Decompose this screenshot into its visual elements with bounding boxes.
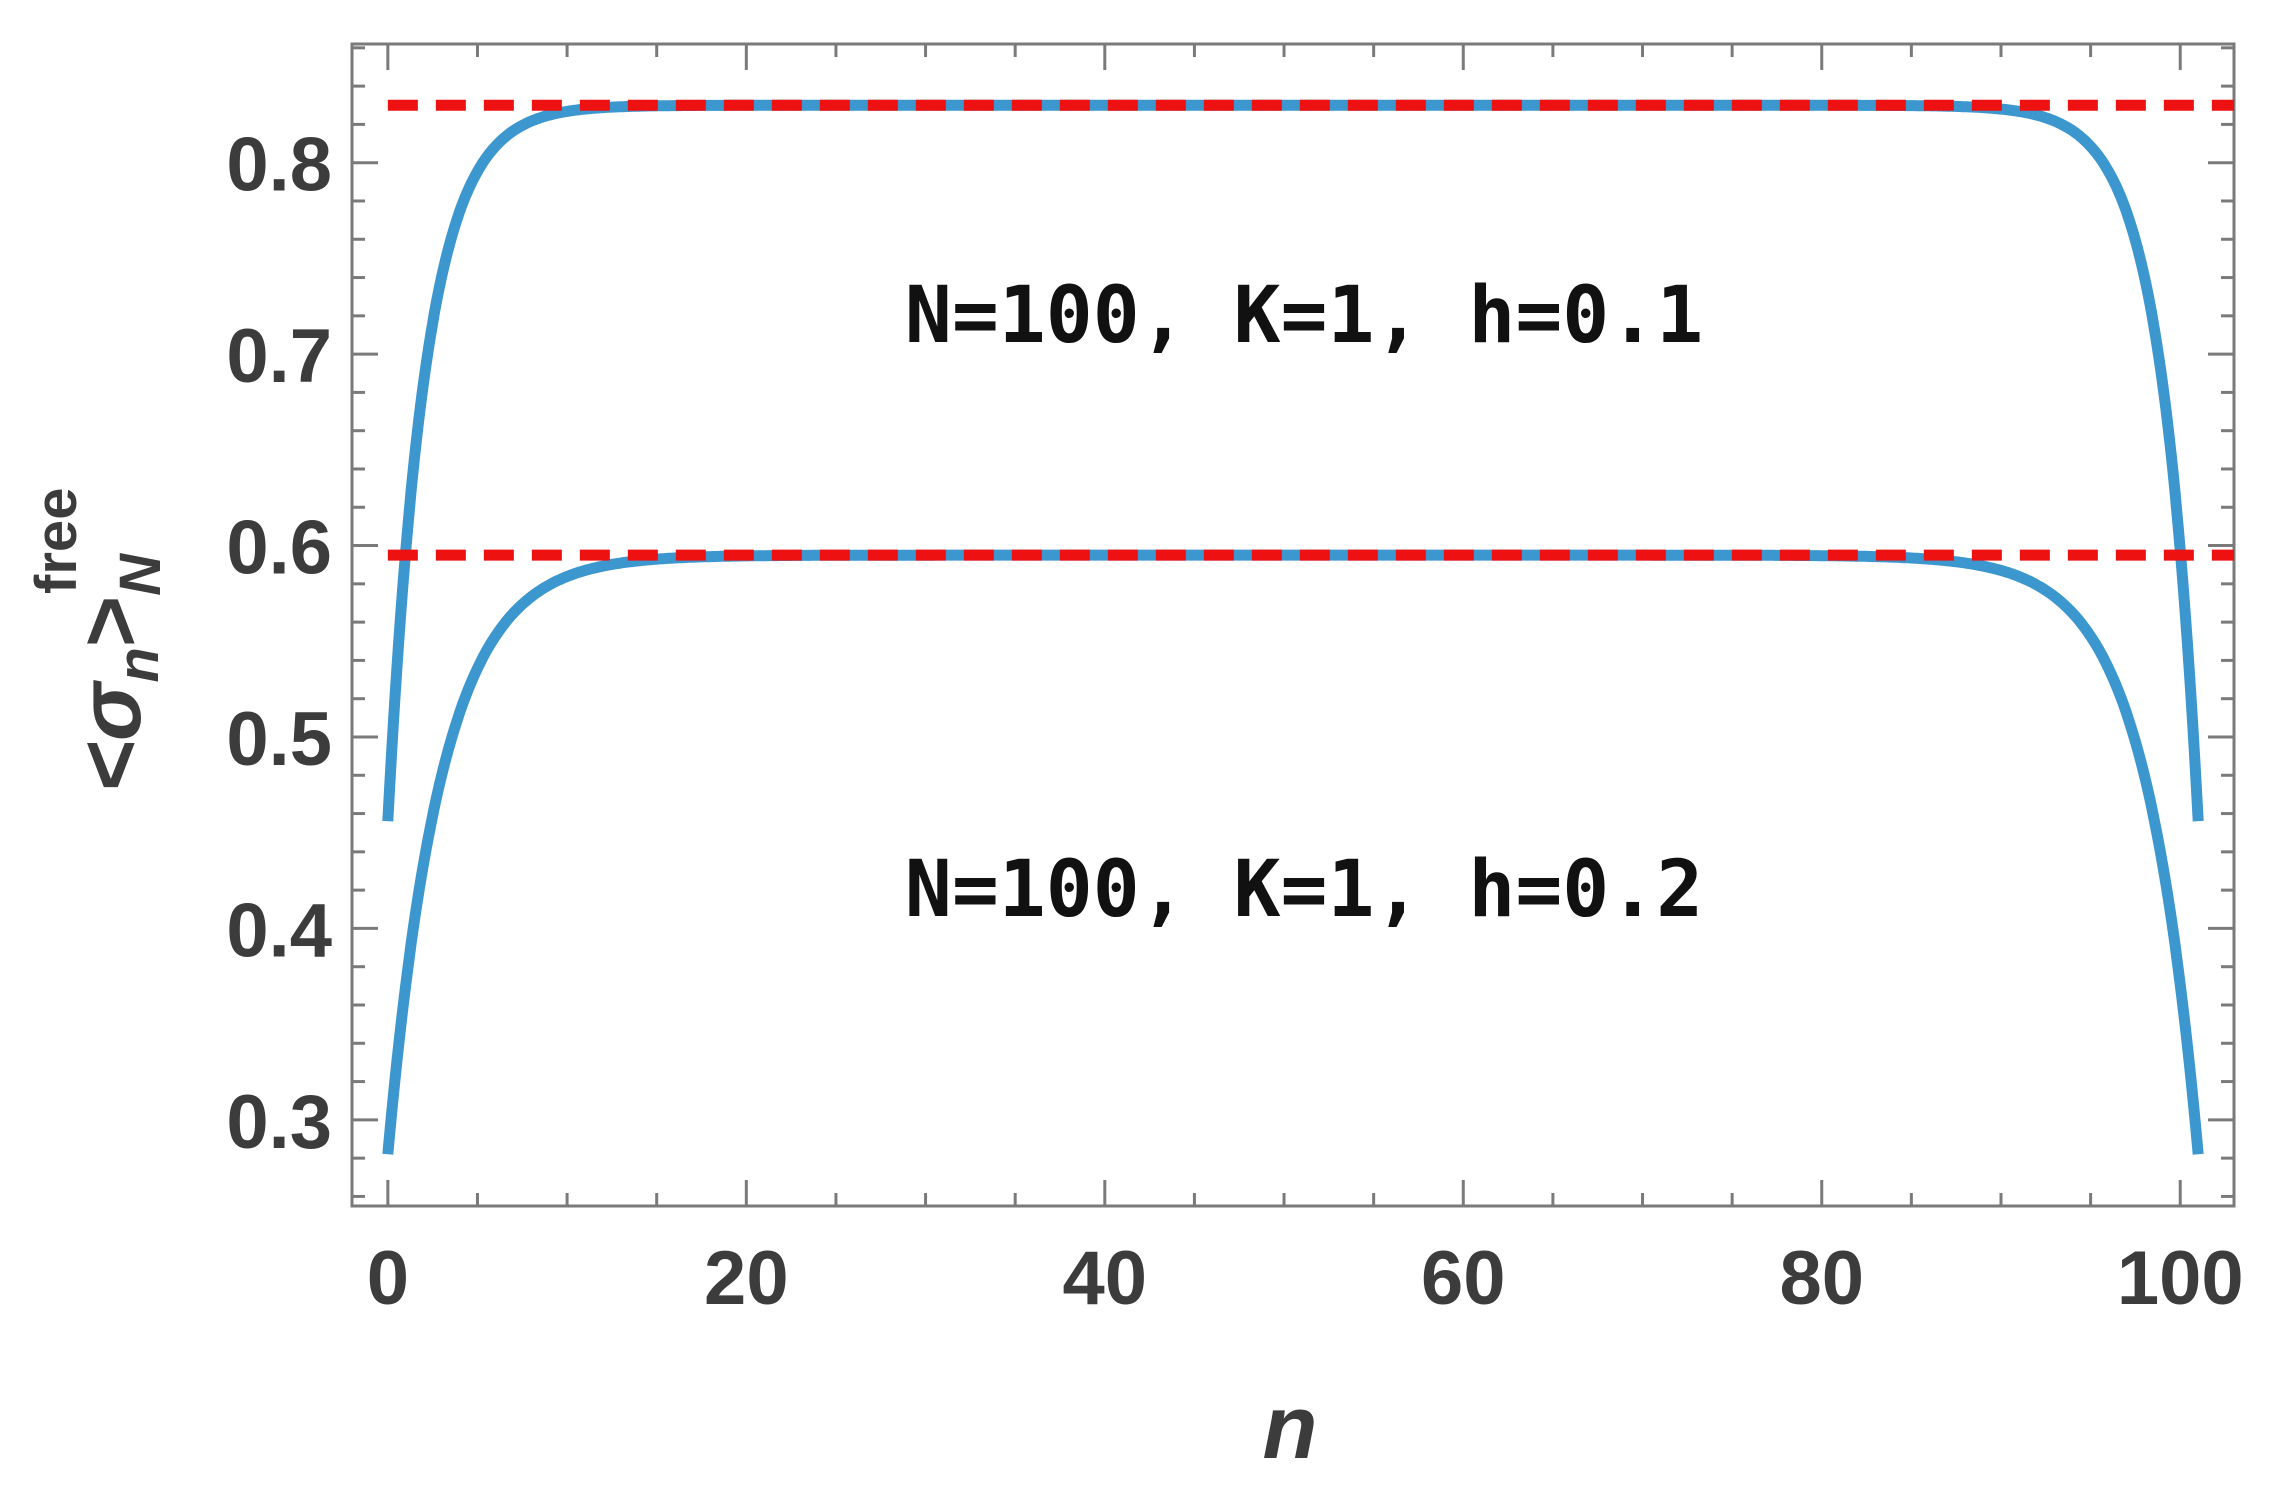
y-tick-label: 0.8 — [226, 123, 332, 208]
x-axis-label: n — [1263, 1378, 1318, 1478]
y-tick-label: 0.4 — [226, 888, 332, 973]
y-tick-label: 0.6 — [226, 506, 332, 591]
y-label-sub-n: n — [106, 647, 171, 682]
y-label-base: <σ — [60, 679, 159, 792]
y-axis-label: <σn>Nfree — [24, 488, 173, 793]
x-tick-label: 80 — [1779, 1236, 1864, 1321]
y-label-sub-N: N — [108, 553, 173, 596]
svg-text:<σn>Nfree: <σn>Nfree — [24, 488, 173, 793]
plot-border — [350, 42, 2236, 1208]
x-tick-label: 20 — [704, 1236, 789, 1321]
axis-ticks — [352, 44, 2234, 1206]
tick-labels: 0 20 40 60 80 100 0.3 0.4 0.5 0.6 0.7 0.8 — [226, 123, 2243, 1321]
x-tick-label: 100 — [2117, 1236, 2244, 1321]
series-line-0 — [382, 99, 2204, 822]
x-tick-label: 40 — [1063, 1236, 1148, 1321]
y-tick-label: 0.5 — [226, 697, 332, 782]
y-label-close: > — [60, 596, 159, 647]
series-layer — [382, 99, 2234, 1155]
plot-frame — [350, 42, 2236, 1208]
x-tick-label: 0 — [367, 1236, 409, 1321]
x-tick-label: 60 — [1421, 1236, 1506, 1321]
annotation-h-0-1: N=100, K=1, h=0.1 — [905, 271, 1703, 361]
annotations: N=100, K=1, h=0.1 N=100, K=1, h=0.2 — [905, 271, 1703, 935]
y-tick-label: 0.3 — [226, 1080, 332, 1165]
annotation-h-0-2: N=100, K=1, h=0.2 — [905, 845, 1703, 935]
y-label-sup: free — [24, 488, 89, 594]
y-tick-label: 0.7 — [226, 314, 332, 399]
